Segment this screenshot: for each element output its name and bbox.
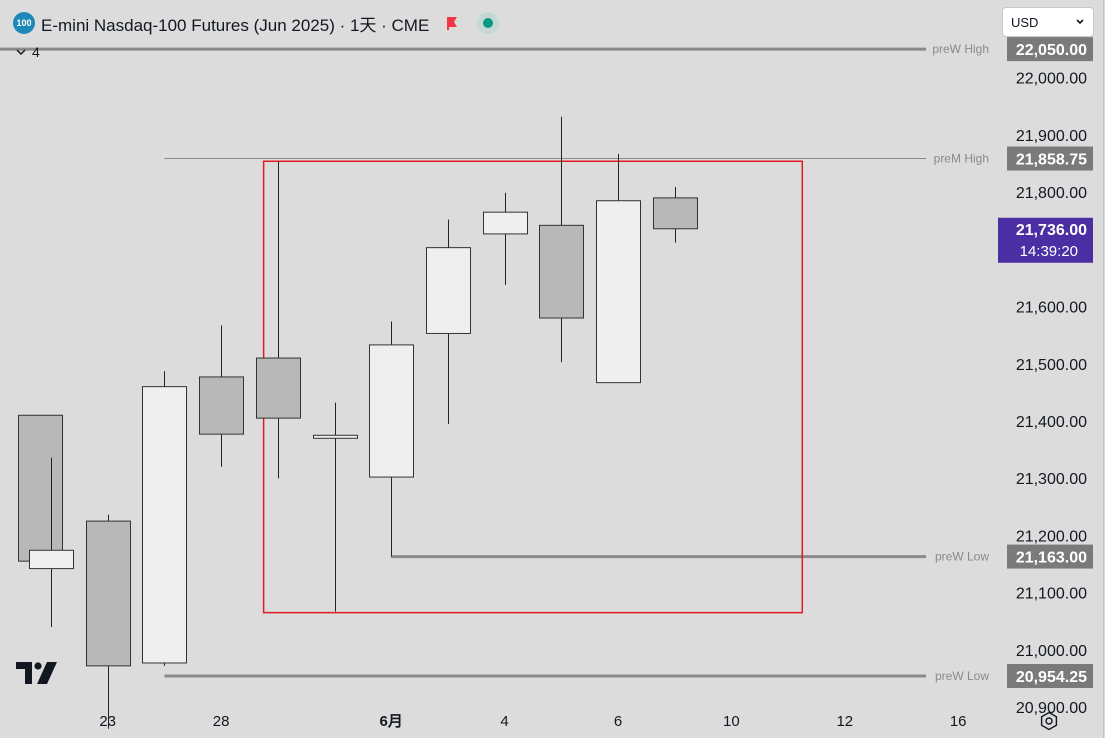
level-label: preM High bbox=[934, 152, 989, 166]
candle-body bbox=[426, 247, 471, 334]
candle bbox=[426, 219, 471, 424]
price-tick-label: 21,900.00 bbox=[1016, 128, 1087, 145]
level-label: preW High bbox=[932, 42, 989, 56]
level-price-tag-value: 21,163.00 bbox=[1016, 550, 1087, 567]
price-tick-label: 21,100.00 bbox=[1016, 586, 1087, 603]
candle bbox=[539, 116, 584, 363]
candle-body bbox=[369, 344, 414, 478]
level-price-tag bbox=[1007, 663, 1093, 688]
level-price-tag bbox=[1007, 544, 1093, 569]
candle-body bbox=[29, 549, 74, 570]
candle bbox=[18, 414, 63, 562]
time-tick-label: 28 bbox=[213, 713, 230, 730]
indicators-toggle[interactable]: 4 bbox=[16, 44, 40, 60]
bar-countdown: 14:39:20 bbox=[1020, 243, 1078, 260]
flag-icon[interactable] bbox=[445, 16, 459, 30]
highlight-rectangle bbox=[262, 160, 804, 614]
gear-icon[interactable] bbox=[1039, 711, 1059, 731]
candle bbox=[256, 161, 301, 479]
candle bbox=[483, 192, 528, 285]
candle bbox=[86, 514, 131, 729]
price-levels: preW High preM High preW Low preW Low bbox=[0, 42, 989, 683]
candle bbox=[199, 325, 244, 467]
level-label: preW Low bbox=[935, 669, 989, 683]
level-price-tag-value: 20,954.25 bbox=[1016, 669, 1087, 686]
time-tick-label: 10 bbox=[723, 713, 740, 730]
candle bbox=[596, 153, 641, 384]
currency-value: USD bbox=[1011, 14, 1039, 30]
candle bbox=[369, 321, 414, 557]
price-tags: 22,050.00 21,858.75 21,163.00 20,954.25 21,7… bbox=[998, 37, 1093, 688]
candle-body bbox=[142, 386, 187, 664]
level-price-tag-value: 21,858.75 bbox=[1016, 152, 1087, 169]
drawing-rectangle bbox=[262, 160, 804, 614]
candle-body bbox=[653, 197, 698, 230]
tradingview-logo-icon[interactable] bbox=[16, 662, 58, 684]
symbol-title[interactable]: E-mini Nasdaq-100 Futures (Jun 2025) · 1… bbox=[41, 15, 430, 35]
last-price-value: 21,736.00 bbox=[1016, 222, 1087, 239]
price-axis: 22,100.0022,000.0021,900.0021,800.0021,6… bbox=[1016, 14, 1087, 718]
price-tick-label: 21,800.00 bbox=[1016, 185, 1087, 202]
symbol-legend[interactable]: 100 E-mini Nasdaq-100 Futures (Jun 2025)… bbox=[13, 10, 500, 36]
price-tick-label: 21,300.00 bbox=[1016, 471, 1087, 488]
time-tick-label: 16 bbox=[950, 713, 967, 730]
candle bbox=[142, 371, 187, 666]
level-price-tag bbox=[1007, 37, 1093, 62]
chevron-down-icon bbox=[1076, 19, 1084, 25]
candle bbox=[29, 457, 74, 627]
candle bbox=[653, 187, 698, 243]
price-tick-label: 21,400.00 bbox=[1016, 414, 1087, 431]
indicator-count: 4 bbox=[32, 44, 40, 60]
level-price-tag bbox=[1007, 146, 1093, 171]
price-tick-label: 22,000.00 bbox=[1016, 71, 1087, 88]
level-price-tag-value: 22,050.00 bbox=[1016, 42, 1087, 59]
time-tick-label: 6 bbox=[614, 713, 622, 730]
price-tick-label: 21,600.00 bbox=[1016, 300, 1087, 317]
candle-body bbox=[483, 211, 528, 235]
candle-body bbox=[18, 414, 63, 562]
candle-body bbox=[596, 200, 641, 384]
level-label: preW Low bbox=[935, 550, 989, 564]
time-tick-label: 6月 bbox=[380, 713, 403, 730]
time-tick-label: 12 bbox=[836, 713, 853, 730]
time-axis: 23 28 6月 4 6 10 12 16 bbox=[99, 713, 966, 730]
price-tick-label: 21,000.00 bbox=[1016, 643, 1087, 660]
candle-body bbox=[256, 357, 301, 419]
time-tick-label: 23 bbox=[99, 713, 116, 730]
candle bbox=[313, 402, 358, 612]
market-status-dot bbox=[483, 18, 494, 28]
candle-body bbox=[199, 376, 244, 435]
chevron-down-icon bbox=[16, 49, 26, 56]
currency-select[interactable]: USD bbox=[1002, 7, 1094, 37]
candle-body bbox=[539, 224, 584, 319]
price-tick-label: 20,900.00 bbox=[1016, 700, 1087, 717]
market-status-icon[interactable] bbox=[477, 12, 500, 34]
time-tick-label: 4 bbox=[500, 713, 508, 730]
candle-body bbox=[313, 434, 358, 439]
price-tick-label: 21,200.00 bbox=[1016, 528, 1087, 545]
symbol-badge-icon: 100 bbox=[13, 12, 35, 34]
price-tick-label: 21,500.00 bbox=[1016, 357, 1087, 374]
last-price-tag bbox=[998, 217, 1093, 263]
candle-body bbox=[86, 520, 131, 667]
candles bbox=[18, 116, 698, 729]
